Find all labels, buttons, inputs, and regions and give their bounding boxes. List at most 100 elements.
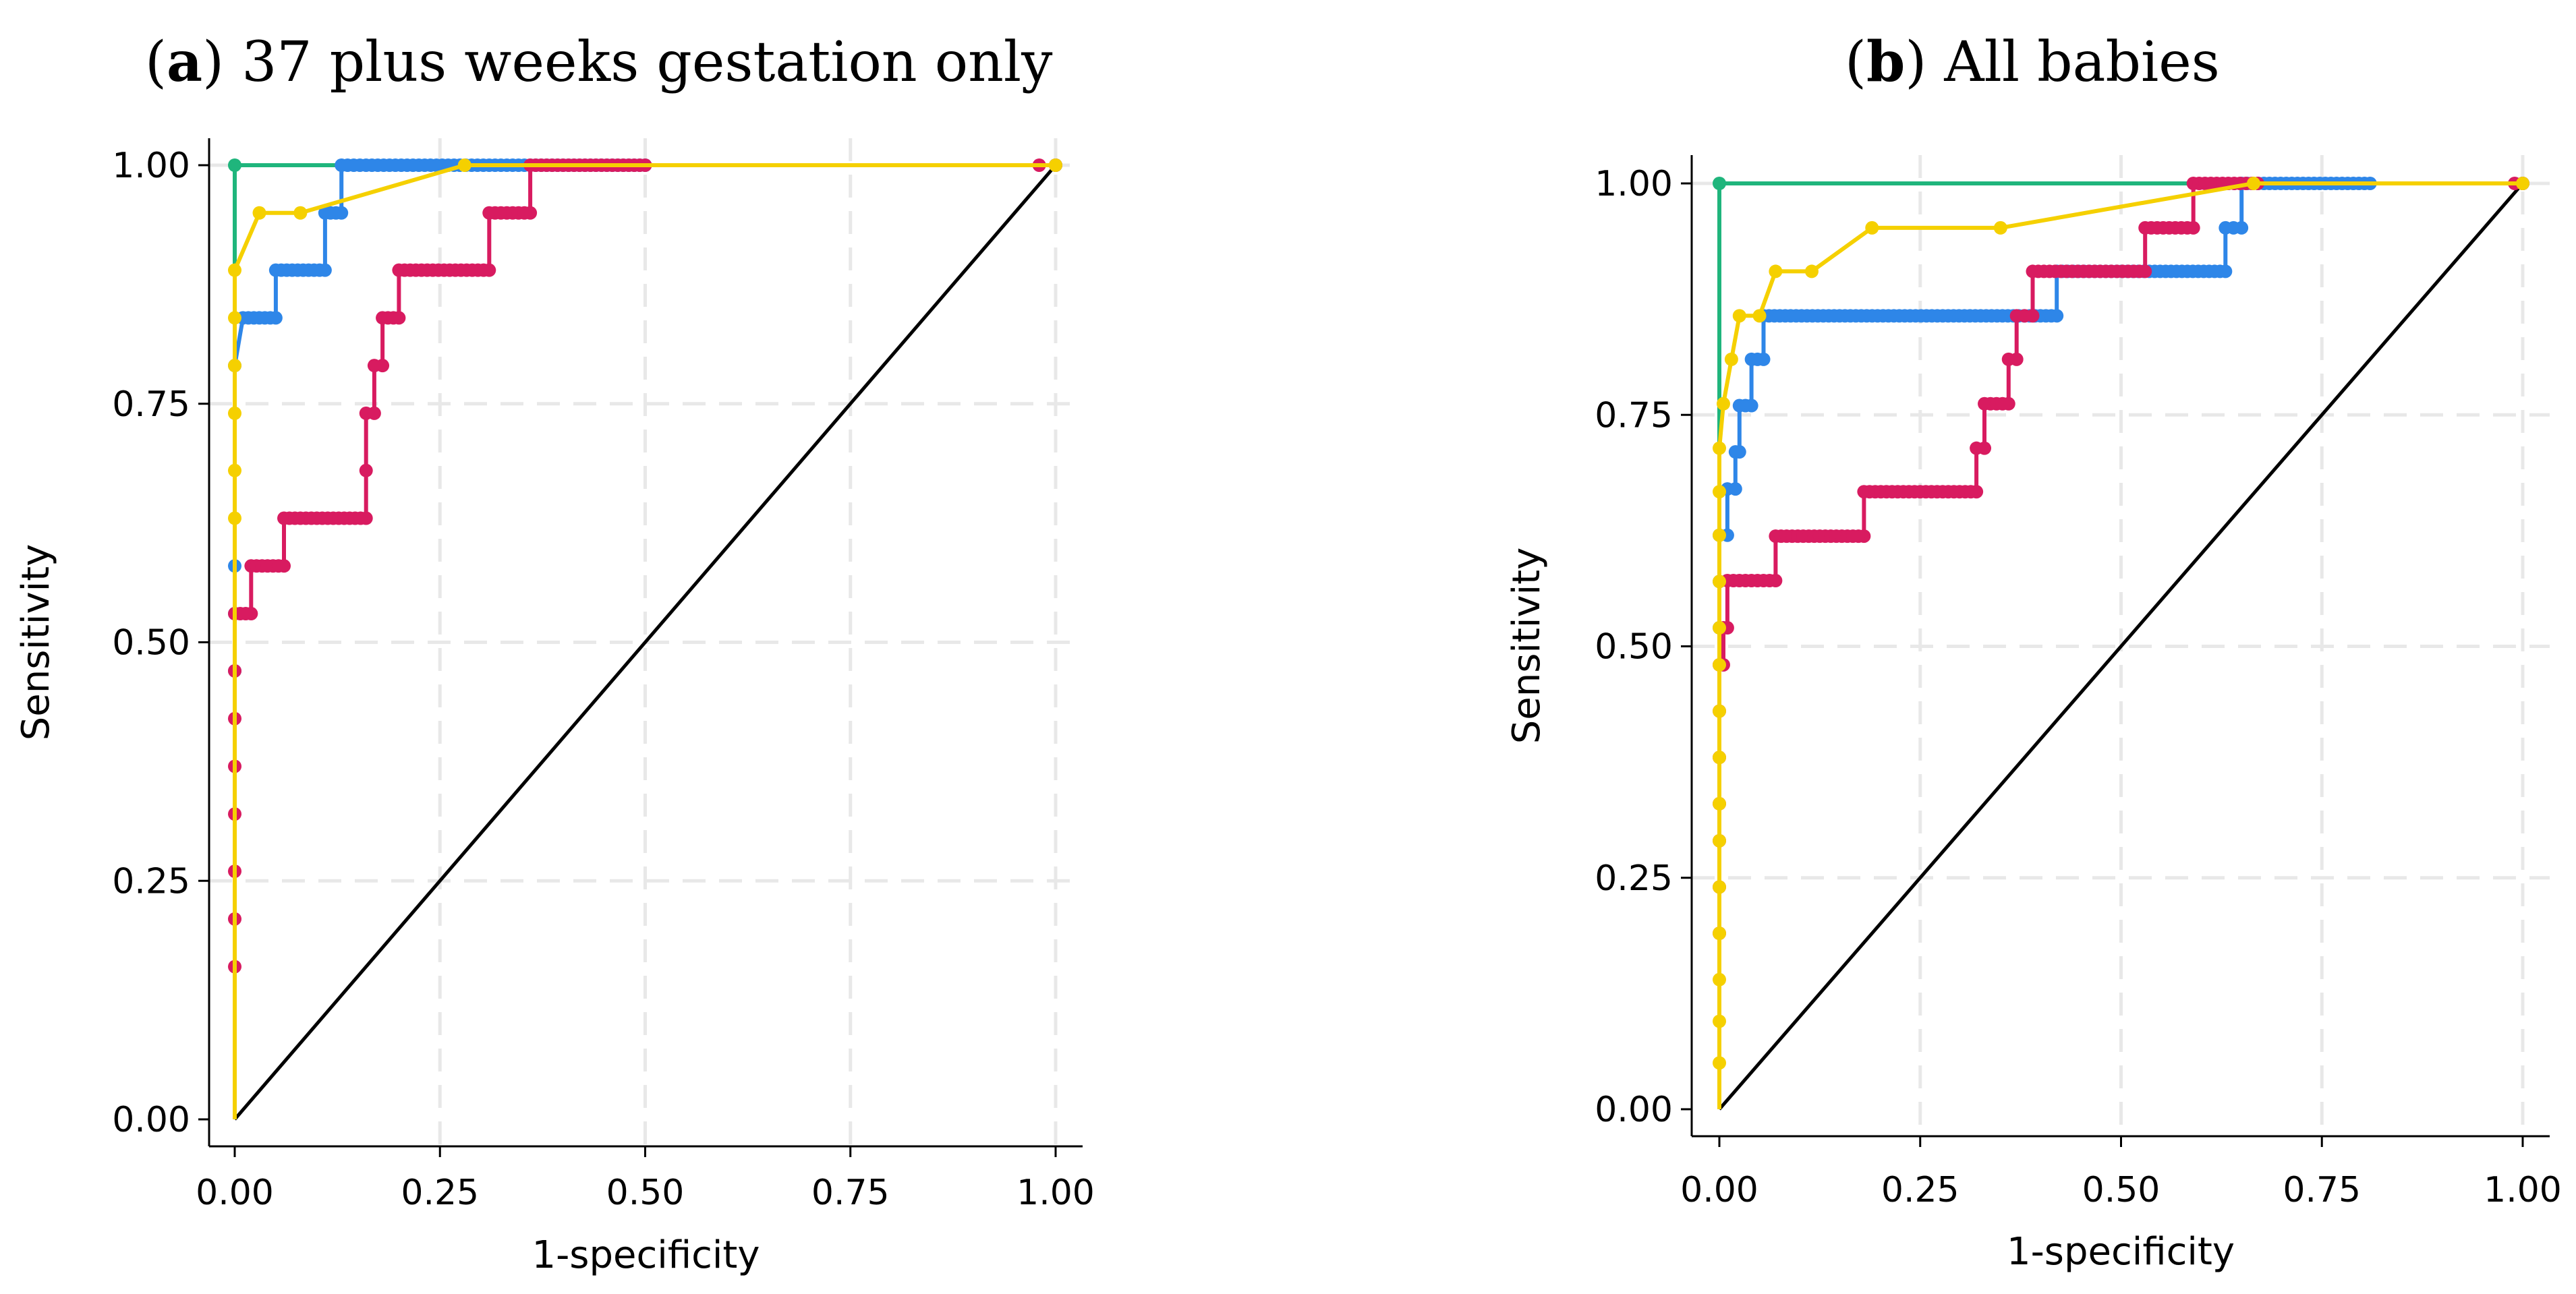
x-tick-label: 0.50 [606,1173,685,1213]
series-red-point [376,359,390,373]
series-yellow-point [1713,704,1726,718]
y-tick-label: 1.00 [1595,164,1673,204]
x-tick-label: 0.25 [401,1173,479,1213]
y-axis-label: Sensitivity [14,544,58,741]
series-red-point [2132,264,2146,278]
y-tick-label: 0.75 [112,384,190,425]
y-tick-label: 0.25 [112,861,190,902]
series-red-point [476,263,490,277]
reference-diagonal-line [1718,182,2524,1111]
x-tick-label: 0.75 [811,1173,890,1213]
series-yellow-point [1713,575,1726,589]
series-yellow-point [293,206,308,220]
series-yellow-point [2247,177,2261,190]
y-tick-label: 1.00 [112,146,190,186]
series-yellow-point [1865,220,1879,235]
x-tick-label: 0.00 [196,1173,274,1213]
series-red-point [387,311,401,325]
series-yellow-point [228,463,241,477]
series-yellow-point [457,158,471,172]
series-yellow-point [1716,396,1730,411]
series-yellow-point [1713,796,1726,811]
series-yellow-point [228,359,241,373]
series-yellow-point [1769,264,1783,278]
series-yellow-point [1713,1014,1726,1028]
series-blue-point [1728,482,1742,496]
reference-diagonal-line [233,164,1057,1121]
panel-a-title: (a) 37 plus weeks gestation only [145,30,1053,94]
series-yellow-point [1049,158,1062,172]
panel-b-all-babies: (b) All babies 0.00 0.25 0.50 0.75 1.00 0.00 0.… [1505,30,2562,1274]
y-tick-label: 0.75 [1595,395,1673,436]
x-tick-label: 1.00 [1017,1173,1095,1213]
series-yellow-point [1752,309,1767,323]
series-yellow-point [228,311,241,325]
x-axis-label: 1-specificity [532,1233,760,1277]
title-close-paren: ) [202,30,224,94]
series-red-point [2017,309,2032,323]
panel-a-grid [209,138,1083,1146]
series-yellow-point [2516,177,2529,190]
x-tick-label: 0.00 [1680,1170,1758,1210]
title-close-paren: ) [1905,30,1926,94]
y-tick-label: 0.00 [1595,1090,1673,1130]
series-red-point [1978,441,1992,455]
series-blue-point [263,311,277,325]
series-red-point [1995,396,2009,411]
series-yellow-point [1713,1056,1726,1070]
series-red-point [1763,574,1777,588]
series-yellow-point [1713,927,1726,941]
y-tick-label: 0.25 [1595,858,1673,899]
series-red-point [2009,352,2024,366]
series-yellow-point [252,206,266,220]
series-red-point [517,206,532,220]
title-open-paren: ( [1845,30,1866,94]
series-yellow-point [1713,751,1726,765]
series-yellow-point [1713,972,1726,987]
series-red-point [239,607,253,621]
panel-a-37-plus-weeks: (a) 37 plus weeks gestation only 0.00 0.25… [14,30,1095,1277]
series-red-point [367,406,381,420]
title-text: 37 plus weeks gestation only [224,30,1053,94]
series-red-point [353,511,368,525]
y-tick-label: 0.50 [1595,627,1673,668]
y-axis-label: Sensitivity [1505,548,1549,744]
series-yellow-point [1713,485,1726,499]
series-green-point [228,158,241,172]
series-yellow-point [1732,309,1746,323]
series-blue-point [1750,352,1765,366]
series-red-point [1964,485,1978,499]
x-tick-label: 1.00 [2484,1170,2562,1210]
series-red-point [2180,220,2194,235]
series-blue-point [353,158,367,172]
series-yellow-point [1713,657,1726,672]
series-yellow [228,158,1062,1119]
series-blue-point [2213,264,2227,278]
series-red-point [271,559,285,573]
title-open-paren: ( [145,30,167,94]
series-blue-point [312,263,326,277]
title-text: All babies [1926,30,2220,94]
series-yellow-point [1713,621,1726,635]
series-blue-point [435,158,449,172]
title-letter: a [167,30,202,94]
series-blue-point [394,158,408,172]
series-red-point [359,463,373,477]
series-yellow-point [1713,880,1726,894]
series-yellow [1713,177,2529,1109]
title-letter: b [1866,30,1905,94]
series-yellow-point [1713,528,1726,542]
series-red-point [1852,529,1866,543]
series-blue-point [2227,220,2241,235]
series-blue-point [1738,399,1752,413]
series-blue-point [2044,309,2059,323]
series-yellow-point [228,263,241,277]
y-tick-label: 0.00 [112,1100,190,1140]
series-green-point [1713,177,1726,190]
x-tick-label: 0.25 [1881,1170,1959,1210]
series-yellow-point [1804,264,1819,278]
x-tick-label: 0.50 [2082,1170,2160,1210]
series-yellow-point [1724,352,1738,366]
series-yellow-point [1993,220,2007,235]
